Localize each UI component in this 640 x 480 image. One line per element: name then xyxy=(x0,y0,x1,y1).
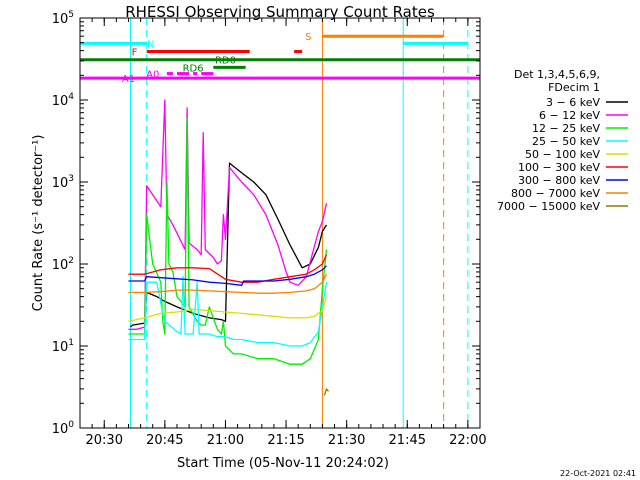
legend-entry-label: 7000 − 15000 keV xyxy=(497,200,600,213)
x-tick-label: 21:30 xyxy=(328,433,365,448)
legend-entry-label: 3 − 6 keV xyxy=(546,96,600,109)
plot-area: N S F RD0 RD6 A0 A1 xyxy=(80,18,480,428)
series-line-5 xyxy=(128,296,328,322)
flag-label-s: S xyxy=(305,32,311,43)
x-tick-label: 21:00 xyxy=(207,433,244,448)
legend-entry-label: 800 − 7000 keV xyxy=(511,187,600,200)
legend-entry-label: 12 − 25 keV xyxy=(532,122,600,135)
y-axis-label: Count Rate (s⁻¹ detector⁻¹) xyxy=(31,135,46,312)
legend-entry-label: 6 − 12 keV xyxy=(539,109,600,122)
y-tick-label: 103 xyxy=(52,174,74,191)
flag-label-rd6: RD6 xyxy=(183,63,204,74)
y-tick-label: 105 xyxy=(52,10,74,27)
legend-entry-label: 25 − 50 keV xyxy=(532,135,600,148)
legend-entry-label: 50 − 100 keV xyxy=(525,148,600,161)
x-tick-label: 20:30 xyxy=(86,433,123,448)
series-line-7 xyxy=(128,265,327,286)
series-line-3 xyxy=(128,117,328,365)
series-line-8 xyxy=(128,273,328,294)
flag-label-n: N xyxy=(147,39,154,50)
series-line-9 xyxy=(323,388,329,396)
flag-label-a1: A1 xyxy=(122,74,135,85)
y-tick-label: 102 xyxy=(52,256,74,273)
chart-title: RHESSI Observing Summary Count Rates xyxy=(125,3,435,21)
y-axis: 100 101 102 103 104 105 xyxy=(52,10,480,437)
x-axis-label: Start Time (05-Nov-11 20:24:02) xyxy=(177,456,389,471)
x-axis: 20:30 20:45 21:00 21:15 21:30 21:45 22:00 xyxy=(79,18,487,448)
x-tick-label: 21:15 xyxy=(267,433,304,448)
x-tick-label: 22:00 xyxy=(449,433,486,448)
flag-label-a0: A0 xyxy=(146,70,159,81)
series-line-4 xyxy=(128,276,328,347)
plot-frame xyxy=(79,17,481,429)
legend-header: FDecim 1 xyxy=(548,81,600,94)
legend-entry-label: 300 − 800 keV xyxy=(518,174,600,187)
x-tick-label: 21:45 xyxy=(389,433,426,448)
flag-label-rd0: RD0 xyxy=(215,56,236,67)
y-tick-label: 100 xyxy=(52,420,75,437)
flag-label-f: F xyxy=(132,48,138,59)
series-line-2 xyxy=(128,99,328,330)
timestamp: 22-Oct-2021 02:41 xyxy=(560,469,636,478)
series-line-6 xyxy=(128,254,328,283)
y-tick-label: 104 xyxy=(52,92,75,109)
legend-entry-label: 100 − 300 keV xyxy=(518,161,600,174)
series-line-1 xyxy=(130,162,328,328)
y-tick-label: 101 xyxy=(52,338,74,355)
x-tick-label: 20:45 xyxy=(146,433,183,448)
legend-header: Det 1,3,4,5,6,9, xyxy=(514,68,600,81)
